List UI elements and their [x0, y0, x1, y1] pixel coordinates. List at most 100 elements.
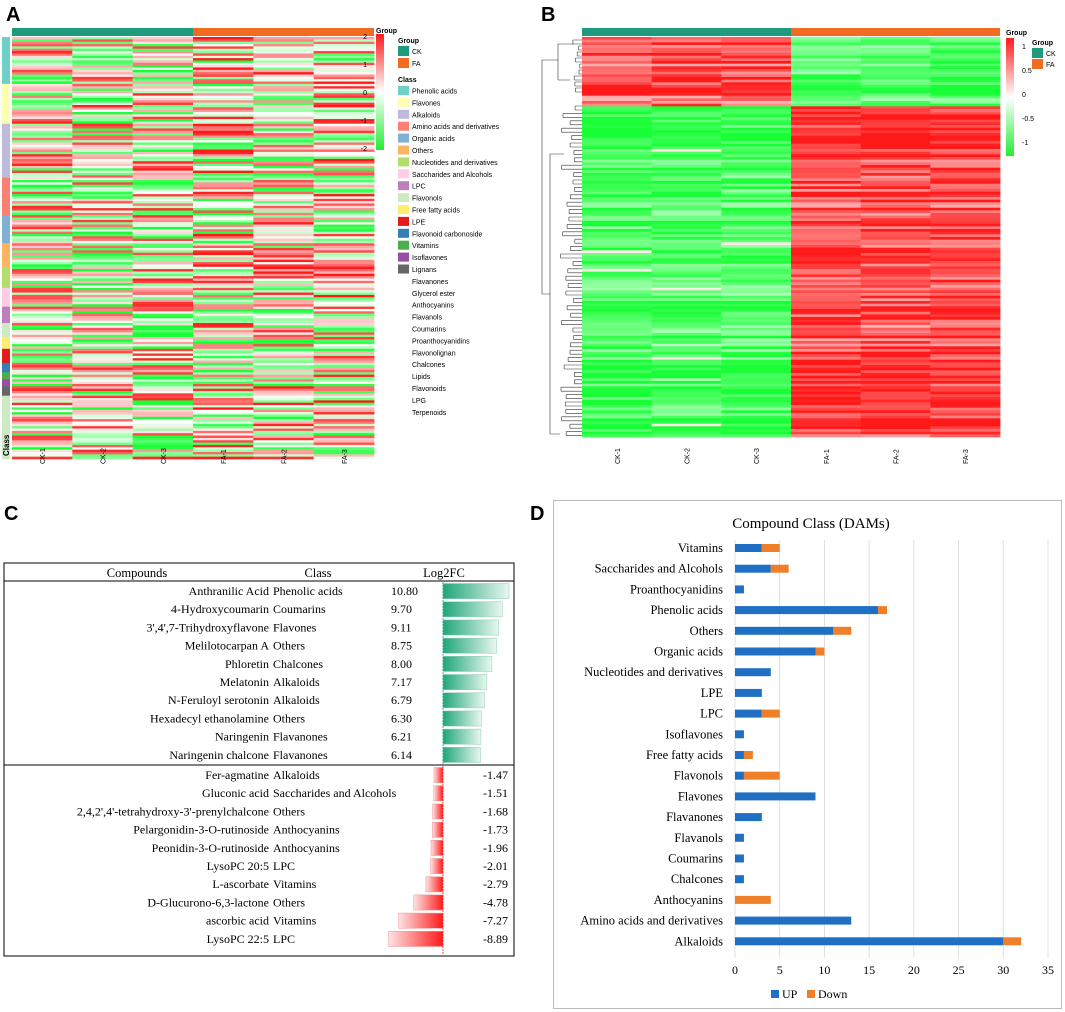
heatmap-a-class-label: Organic acids — [412, 136, 455, 143]
table-c-bar — [442, 710, 482, 727]
table-c-log2fc: 6.14 — [391, 748, 412, 762]
heatmap-a-scale-group-title: Group — [376, 28, 397, 35]
table-c-bar — [442, 692, 485, 709]
table-c-compound: Fer-agmatine — [205, 768, 269, 782]
bar-down — [1003, 937, 1022, 946]
table-c-compound: Melilotocarpan A — [185, 639, 270, 653]
bar-up — [735, 875, 744, 884]
table-c-log2fc: 9.70 — [391, 602, 412, 616]
bar-up — [735, 626, 834, 635]
bar-up — [735, 833, 744, 842]
heatmap-a-class-swatch — [398, 228, 409, 238]
table-c-bar — [442, 728, 482, 745]
heatmap-b-legend-ck-swatch — [1032, 48, 1043, 58]
heatmap-a-class-swatch — [398, 97, 409, 107]
table-c-compound: N-Feruloyl serotonin — [168, 693, 269, 707]
table-c-row: Naringenin Flavanones 6.21 — [215, 728, 482, 745]
table-c-log2fc: -1.47 — [483, 768, 508, 782]
heatmap-b-sample-label: FA-3 — [963, 449, 970, 464]
bar-chart-d-x-tick: 5 — [777, 963, 783, 977]
panel-label-c: C — [4, 503, 19, 525]
heatmap-a-class-swatch — [398, 216, 409, 226]
table-c-row: Anthranilic Acid Phenolic acids 10.80 — [189, 583, 510, 599]
heatmap-b-scale-group-title: Group — [1006, 30, 1027, 37]
heatmap-a-class-label: Flavonols — [412, 196, 442, 203]
table-c-row: Pelargonidin-3-O-rutinoside Anthocyanins -… — [133, 821, 508, 838]
bar-chart-d-x-ticks: 0 5 10 15 20 25 30 35 — [732, 963, 1054, 977]
bar-down — [735, 895, 771, 904]
bar-chart-d-bars — [735, 544, 1022, 946]
table-c-compound: D-Glucurono-6,3-lactone — [147, 895, 269, 909]
bar-up — [735, 585, 744, 594]
bar-down — [878, 606, 888, 615]
heatmap-a-class-label: Chalcones — [412, 362, 446, 369]
heatmap-a-scale-tick: -2 — [361, 146, 367, 153]
panel-label-a: A — [6, 4, 21, 26]
table-c-bar — [442, 601, 503, 618]
heatmap-a-cells — [12, 37, 375, 460]
heatmap-a-class-label: Amino acids and derivatives — [412, 124, 500, 131]
heatmap-a-class-bar — [2, 37, 10, 460]
table-c-bar — [432, 821, 444, 838]
heatmap-a-scale-tick: 0 — [363, 90, 367, 97]
bar-up — [735, 647, 816, 656]
table-c-row: Peonidin-3-O-rutinoside Anthocyanins -1.96 — [152, 840, 508, 856]
table-c-log2fc: -7.27 — [483, 914, 508, 928]
heatmap-a-scale-tick: 1 — [363, 62, 367, 69]
bar-chart-d-category-label: Anthocyanins — [654, 893, 724, 907]
bar-chart-d-category-label: Alkaloids — [674, 934, 723, 948]
table-c-class: Others — [273, 711, 305, 725]
table-c-row: Phloretin Chalcones 8.00 — [225, 656, 493, 672]
table-c-compound: Naringenin — [215, 730, 269, 744]
table-c-bar — [442, 637, 497, 654]
bar-chart-d-category-label: Flavones — [678, 789, 723, 803]
bar-chart-d-legend-down-swatch — [807, 990, 815, 998]
panel-label-b: B — [541, 4, 556, 26]
heatmap-a-group-fa — [193, 28, 374, 36]
table-c-class: Saccharides and Alcohols — [273, 786, 397, 800]
table-c-header-class: Class — [304, 566, 331, 580]
heatmap-b-group-ck — [582, 28, 791, 36]
bar-up — [735, 916, 852, 925]
bar-up — [735, 688, 762, 697]
table-c-log2fc: 8.75 — [391, 639, 412, 653]
table-c-bar — [430, 840, 444, 856]
table-c-class: Alkaloids — [273, 693, 320, 707]
table-c-bar — [432, 803, 444, 820]
table-c-class: LPC — [273, 932, 295, 946]
table-c-compound: L-ascorbate — [212, 877, 269, 891]
heatmap-b-scale-tick: 1 — [1022, 44, 1026, 51]
bar-chart-d-x-tick: 25 — [953, 963, 965, 977]
heatmap-a-class-label: Anthocyanins — [412, 303, 455, 310]
heatmap-a-class-label: Flavonoid carbonoside — [412, 231, 483, 238]
bar-chart-d-title: Compound Class (DAMs) — [732, 516, 890, 532]
table-c-class: Coumarins — [273, 602, 326, 616]
table-c-compound: 2,4,2',4'-tetrahydroxy-3'-prenylchalcone — [77, 804, 269, 818]
table-c-frame — [3, 562, 515, 957]
heatmap-a-class-swatch — [398, 193, 409, 203]
heatmap-b-legend-ck-label: CK — [1046, 51, 1056, 58]
bar-chart-d-legend-up-swatch — [771, 990, 779, 998]
heatmap-a-scale-ticks: 2 1 0 -1 -2 — [361, 34, 367, 153]
bar-down — [743, 751, 753, 759]
bar-up — [735, 771, 744, 780]
table-c: Compounds Class Log2FC Anthranilic Acid P… — [3, 562, 515, 957]
bar-up — [735, 792, 816, 801]
bar-chart-d-category-label: Phenolic acids — [650, 603, 723, 617]
bar-chart-d-frame — [553, 500, 1062, 1009]
heatmap-a-class-label: Lipids — [412, 374, 431, 381]
table-c-log2fc: -1.68 — [483, 804, 508, 818]
table-c-log2fc: -2.01 — [483, 859, 508, 873]
bar-up — [735, 937, 1004, 946]
heatmap-a-class-label: Flavones — [412, 100, 441, 107]
table-c-bar — [413, 894, 444, 911]
table-c-compound: Hexadecyl ethanolamine — [150, 711, 269, 725]
table-c-row: Gluconic acid Saccharides and Alcohols -1.… — [202, 785, 508, 802]
heatmap-a-class-label: Nucleotides and derivatives — [412, 160, 498, 167]
bar-down — [743, 771, 780, 780]
heatmap-a-class-label: Phenolic acids — [412, 89, 458, 96]
table-c-log2fc: 10.80 — [391, 584, 418, 598]
bar-chart-d-category-label: Nucleotides and derivatives — [584, 665, 723, 679]
bar-chart-d: Compound Class (DAMs) Vitamins Saccharide… — [553, 500, 1062, 1009]
bar-chart-d-category-label: Vitamins — [678, 541, 723, 555]
